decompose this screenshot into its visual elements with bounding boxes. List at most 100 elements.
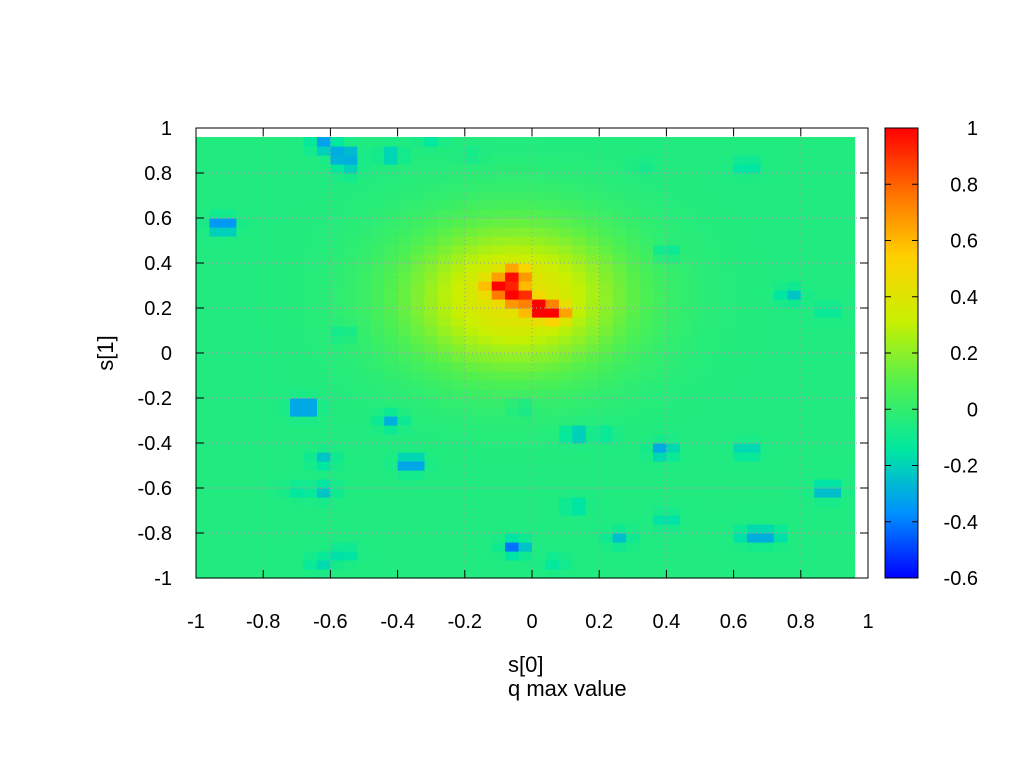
heatmap-cell [196,497,211,507]
heatmap-cell [316,533,331,543]
heatmap-cell [451,461,466,471]
heatmap-cell [411,335,426,345]
heatmap-cell [720,515,735,525]
heatmap-cell [343,389,358,399]
heatmap-cell [276,515,291,525]
heatmap-cell [209,209,224,219]
heatmap-cell [760,488,775,498]
heatmap-cell [572,362,587,372]
heatmap-cell [464,290,479,300]
heatmap-cell [733,569,748,579]
heatmap-cell [222,272,237,282]
heatmap-cell [276,479,291,489]
heatmap-cell [424,488,439,498]
heatmap-cell [585,335,600,345]
heatmap-cell [827,398,842,408]
heatmap-cell [290,146,305,156]
heatmap-cell [639,281,654,291]
heatmap-cell [652,335,667,345]
heatmap-cell [276,380,291,390]
heatmap-cell [330,254,345,264]
heatmap-cell [558,326,573,336]
heatmap-cell [330,245,345,255]
heatmap-cell [639,380,654,390]
heatmap-cell [693,317,708,327]
heatmap-cell [841,407,856,417]
heatmap-cell [505,344,520,354]
heatmap-cell [720,452,735,462]
heatmap-cell [384,551,399,561]
heatmap-cell [236,290,251,300]
x-tick-label: 0.8 [787,611,815,633]
heatmap-cell [411,308,426,318]
heatmap-cell [585,299,600,309]
heatmap-cell [558,461,573,471]
heatmap-cell [209,569,224,579]
heatmap-cell [437,479,452,489]
heatmap-cell [263,173,278,183]
heatmap-cell [599,533,614,543]
heatmap-cell [599,488,614,498]
heatmap-cell [841,335,856,345]
heatmap-cell [464,281,479,291]
heatmap-cell [343,524,358,534]
heatmap-cell [424,317,439,327]
heatmap-cell [626,272,641,282]
heatmap-cell [652,254,667,264]
heatmap-cell [276,353,291,363]
heatmap-cell [491,326,506,336]
heatmap-cell [787,146,802,156]
heatmap-cell [760,533,775,543]
heatmap-cell [773,146,788,156]
heatmap-cell [343,263,358,273]
heatmap-cell [303,416,318,426]
heatmap-cell [464,263,479,273]
heatmap-cell [263,326,278,336]
heatmap-cell [303,164,318,174]
heatmap-cell [491,353,506,363]
heatmap-cell [478,353,493,363]
heatmap-cell [370,299,385,309]
heatmap-cell [451,173,466,183]
heatmap-cell [693,200,708,210]
heatmap-cell [612,362,627,372]
heatmap-cell [612,497,627,507]
heatmap-cell [437,281,452,291]
heatmap-cell [370,155,385,165]
heatmap-cell [424,299,439,309]
heatmap-cell [814,344,829,354]
heatmap-cell [800,434,815,444]
heatmap-cell [572,551,587,561]
heatmap-cell [518,218,533,228]
heatmap-cell [666,263,681,273]
heatmap-cell [263,542,278,552]
heatmap-cell [464,335,479,345]
heatmap-cell [451,479,466,489]
heatmap-cell [652,317,667,327]
heatmap-cell [814,560,829,570]
heatmap-cell [222,569,237,579]
heatmap-cell [316,137,331,147]
heatmap-cell [437,389,452,399]
heatmap-cell [558,182,573,192]
heatmap-cell [841,137,856,147]
heatmap-cell [558,380,573,390]
heatmap-cell [505,461,520,471]
heatmap-cell [505,254,520,264]
heatmap-cell [572,488,587,498]
heatmap-cell [733,182,748,192]
heatmap-cell [196,551,211,561]
heatmap-cell [196,272,211,282]
heatmap-cell [666,209,681,219]
heatmap-cell [558,137,573,147]
heatmap-cell [518,227,533,237]
heatmap-cell [773,344,788,354]
heatmap-cell [370,542,385,552]
heatmap-cell [303,560,318,570]
heatmap-cell [518,488,533,498]
heatmap-cell [599,191,614,201]
heatmap-cell [263,443,278,453]
heatmap-cell [773,407,788,417]
heatmap-cell [222,155,237,165]
heatmap-cell [532,335,547,345]
